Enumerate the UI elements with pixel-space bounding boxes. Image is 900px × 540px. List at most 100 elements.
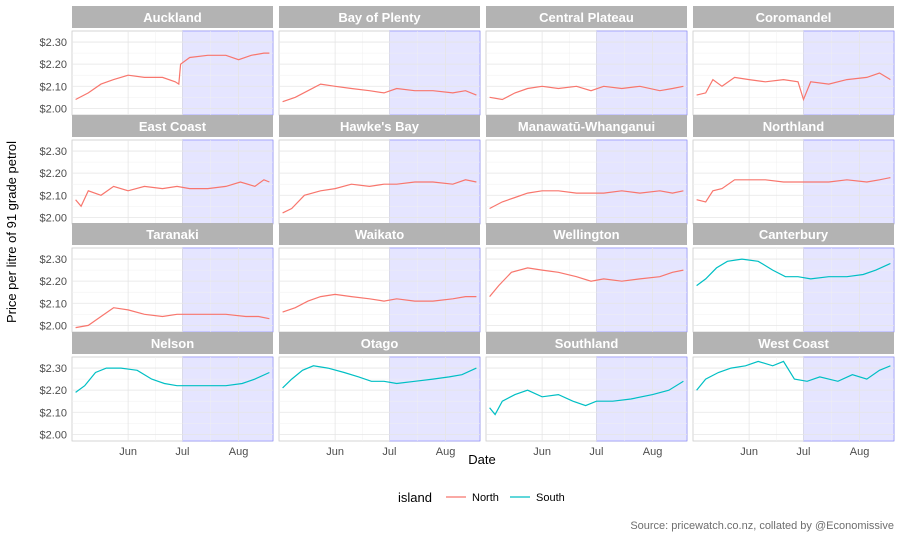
x-axis-title: Date	[468, 452, 495, 467]
strip-background	[72, 6, 273, 28]
series-line	[75, 307, 270, 329]
strip-label: Wellington	[553, 227, 619, 242]
shaded-region	[182, 139, 274, 225]
y-tick-label: $2.20	[39, 276, 67, 288]
panel-coromandel: Coromandel	[692, 6, 895, 116]
strip-label: Auckland	[143, 10, 202, 25]
source-caption: Source: pricewatch.co.nz, collated by @E…	[630, 520, 894, 532]
panel-wellington: Wellington	[485, 223, 688, 333]
strip-background	[279, 223, 480, 245]
panel-southland: Southland Jun Jul Aug	[485, 332, 688, 458]
y-tick-label: $2.00	[39, 212, 67, 224]
strip-label: Hawke's Bay	[340, 119, 420, 134]
shaded-region	[182, 30, 274, 116]
x-tick-label: Jun	[740, 446, 758, 458]
x-tick-label: Jul	[175, 446, 189, 458]
strip-label: Southland	[555, 336, 619, 351]
panel-waikato: Waikato	[278, 223, 481, 333]
y-tick-label: $2.10	[39, 298, 67, 310]
shaded-region	[596, 356, 688, 442]
strip-background	[279, 6, 480, 28]
shaded-region	[389, 30, 481, 116]
panel-otago: Otago Jun Jul Aug	[278, 332, 481, 458]
strip-background	[486, 6, 687, 28]
y-tick-label: $2.00	[39, 103, 67, 115]
strip-background	[279, 115, 480, 137]
shaded-region	[389, 247, 481, 333]
panel-taranaki: Taranaki $2.00 $2.10 $2.20 $2.30	[39, 223, 274, 333]
panels-layer: Auckland $2.00 $2.10 $2.20 $2.30 Bay of Plent…	[39, 6, 895, 458]
shaded-region	[596, 30, 688, 116]
series-line	[696, 72, 891, 102]
strip-label: Canterbury	[759, 227, 829, 242]
shaded-region	[803, 247, 895, 333]
strip-label: Northland	[763, 119, 824, 134]
panel-central-plateau: Central Plateau	[485, 6, 688, 116]
strip-background	[693, 115, 894, 137]
shaded-region	[596, 139, 688, 225]
y-tick-label: $2.30	[39, 254, 67, 266]
series-line	[489, 380, 684, 416]
series-line	[489, 267, 684, 297]
series-line	[696, 360, 891, 391]
strip-label: Manawatū-Whanganui	[518, 119, 655, 134]
strip-background	[279, 332, 480, 354]
series-line	[75, 367, 270, 393]
strip-background	[72, 115, 273, 137]
panel-hawke-s-bay: Hawke's Bay	[278, 115, 481, 225]
shaded-region	[182, 356, 274, 442]
x-tick-label: Jul	[382, 446, 396, 458]
panel-bay-of-plenty: Bay of Plenty	[278, 6, 481, 116]
y-tick-label: $2.00	[39, 429, 67, 441]
strip-label: Waikato	[355, 227, 404, 242]
strip-label: Coromandel	[756, 10, 832, 25]
series-line	[75, 179, 270, 208]
x-tick-label: Aug	[436, 446, 456, 458]
series-line	[489, 190, 684, 210]
strip-label: Central Plateau	[539, 10, 634, 25]
x-tick-label: Jun	[533, 446, 551, 458]
panel-auckland: Auckland $2.00 $2.10 $2.20 $2.30	[39, 6, 274, 116]
x-tick-label: Aug	[850, 446, 870, 458]
series-line	[696, 258, 891, 287]
y-tick-label: $2.30	[39, 363, 67, 375]
strip-label: West Coast	[758, 336, 829, 351]
legend-title: island	[398, 490, 432, 505]
strip-label: Otago	[361, 336, 399, 351]
y-tick-label: $2.20	[39, 168, 67, 180]
series-line	[489, 85, 684, 101]
strip-background	[693, 332, 894, 354]
series-line	[282, 83, 477, 103]
x-tick-label: Jun	[119, 446, 137, 458]
strip-background	[72, 332, 273, 354]
strip-label: Bay of Plenty	[338, 10, 421, 25]
panel-west-coast: West Coast Jun Jul Aug	[692, 332, 895, 458]
strip-background	[486, 223, 687, 245]
y-tick-label: $2.30	[39, 146, 67, 158]
strip-background	[693, 223, 894, 245]
strip-label: Nelson	[151, 336, 194, 351]
series-line	[696, 177, 891, 203]
y-axis-title: Price per litre of 91 grade petrol	[4, 141, 19, 323]
y-tick-label: $2.10	[39, 190, 67, 202]
panel-manawatu-whanganui: Manawatū-Whanganui	[485, 115, 688, 225]
legend: island North South	[398, 490, 565, 505]
strip-background	[693, 6, 894, 28]
y-tick-label: $2.10	[39, 407, 67, 419]
strip-background	[486, 332, 687, 354]
x-tick-label: Jul	[589, 446, 603, 458]
x-tick-label: Jul	[796, 446, 810, 458]
shaded-region	[596, 247, 688, 333]
strip-label: East Coast	[139, 119, 207, 134]
legend-label-north: North	[472, 492, 499, 504]
y-tick-label: $2.30	[39, 37, 67, 49]
y-tick-label: $2.20	[39, 385, 67, 397]
panel-nelson: Nelson $2.00 $2.10 $2.20 $2.30 Jun Jul Aug	[39, 332, 274, 458]
x-tick-label: Aug	[229, 446, 249, 458]
series-line	[75, 52, 270, 101]
shaded-region	[182, 247, 274, 333]
panel-east-coast: East Coast $2.00 $2.10 $2.20 $2.30	[39, 115, 274, 225]
y-tick-label: $2.00	[39, 320, 67, 332]
x-tick-label: Aug	[643, 446, 663, 458]
